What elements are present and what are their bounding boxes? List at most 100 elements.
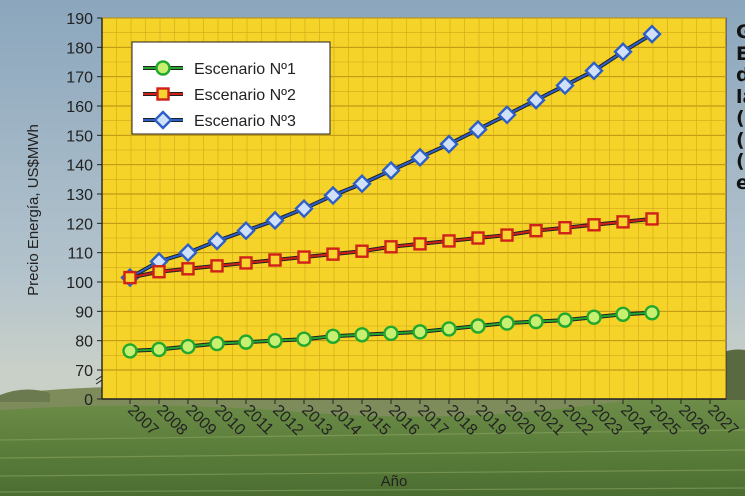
series-group	[120, 24, 662, 359]
side-caption-line: d	[736, 64, 745, 86]
data-point-circle	[267, 332, 283, 349]
side-caption: GEdla(1(2(3e	[736, 22, 745, 194]
data-point-diamond	[642, 24, 662, 44]
data-point-circle	[122, 343, 138, 359]
data-point-square	[500, 228, 514, 242]
data-point-square	[442, 234, 456, 248]
y-tick-label: 150	[66, 128, 93, 145]
x-tick-label: 2013	[298, 402, 335, 439]
data-point-diamond	[265, 210, 285, 231]
y-tick-label: 90	[75, 304, 93, 321]
x-axis-ticks: 2007200820092010201120122013201420152016…	[124, 399, 741, 439]
data-point-square	[355, 244, 369, 258]
y-tick-label: 130	[66, 187, 93, 204]
series-2	[123, 212, 659, 285]
data-point-square	[268, 253, 282, 267]
data-point-circle	[528, 313, 544, 330]
data-point-diamond	[584, 61, 604, 81]
data-point-diamond	[613, 42, 633, 62]
data-point-diamond	[207, 231, 227, 251]
data-point-circle	[180, 338, 196, 355]
data-point-square	[587, 218, 601, 232]
data-point-diamond	[410, 147, 430, 168]
x-tick-label: 2015	[356, 402, 393, 439]
data-point-circle	[412, 324, 428, 340]
data-point-square	[326, 247, 340, 261]
legend-label: Escenario Nº3	[194, 113, 296, 130]
data-point-diamond	[153, 110, 173, 130]
data-point-diamond	[526, 90, 546, 110]
data-point-square	[152, 265, 166, 279]
x-tick-label: 2017	[414, 402, 451, 439]
side-caption-line: (3	[736, 150, 745, 172]
x-tick-label: 2014	[327, 402, 364, 439]
data-point-circle	[586, 309, 602, 325]
data-point-circle	[499, 315, 515, 331]
legend-item: Escenario Nº1	[143, 60, 296, 78]
x-tick-label: 2024	[617, 402, 654, 439]
side-caption-line: G	[736, 22, 745, 43]
x-tick-label: 2011	[240, 402, 276, 438]
x-tick-label: 2008	[153, 402, 190, 439]
data-point-diamond	[294, 198, 314, 219]
data-point-circle	[354, 327, 370, 343]
y-axis-label: Precio Energía, US$MWh	[25, 124, 42, 296]
data-point-square	[210, 259, 224, 273]
data-point-square	[384, 240, 398, 254]
data-point-square	[413, 237, 427, 251]
data-point-circle	[470, 318, 486, 334]
series-3	[120, 24, 662, 288]
side-caption-line: la	[736, 85, 745, 108]
data-point-circle	[441, 321, 457, 337]
legend-item: Escenario Nº3	[143, 110, 296, 130]
data-point-diamond	[468, 119, 488, 140]
x-tick-label: 2027	[704, 402, 741, 439]
data-point-square	[645, 212, 659, 226]
x-axis-label: Año	[381, 473, 408, 490]
x-tick-label: 2007	[124, 402, 161, 439]
x-tick-label: 2018	[443, 402, 480, 439]
side-caption-line: (1	[736, 107, 745, 129]
data-point-square	[558, 221, 572, 235]
x-tick-label: 2019	[472, 402, 509, 439]
x-tick-label: 2023	[588, 402, 625, 439]
y-tick-label: 110	[67, 246, 93, 263]
y-tick-label: 170	[66, 70, 93, 87]
data-point-circle	[383, 325, 399, 342]
y-tick-label: 120	[66, 216, 93, 233]
data-point-circle	[644, 305, 660, 321]
data-point-square	[529, 223, 543, 238]
data-point-square	[156, 87, 170, 101]
legend: Escenario Nº1 Escenario Nº2 Escenario Nº3	[131, 41, 331, 135]
data-point-circle	[296, 331, 312, 347]
data-point-diamond	[555, 75, 575, 96]
y-tick-label: 180	[66, 40, 93, 57]
data-point-square	[181, 262, 195, 276]
x-tick-label: 2021	[530, 402, 567, 439]
y-tick-label: 70	[75, 363, 93, 380]
data-point-diamond	[352, 174, 372, 194]
data-point-circle	[155, 60, 171, 76]
x-tick-label: 2020	[501, 402, 538, 439]
y-tick-label: 140	[66, 158, 93, 175]
x-tick-label: 2009	[182, 402, 219, 439]
series-1	[122, 305, 660, 359]
data-point-diamond	[178, 242, 198, 263]
x-tick-label: 2022	[559, 402, 596, 439]
data-point-circle	[615, 306, 631, 322]
x-tick-label: 2016	[385, 402, 422, 439]
data-point-diamond	[497, 105, 517, 125]
y-tick-label: 160	[66, 99, 93, 116]
data-point-circle	[238, 334, 254, 350]
x-tick-label: 2010	[211, 402, 248, 439]
legend-label: Escenario Nº1	[194, 61, 296, 78]
y-tick-label: 190	[66, 11, 93, 28]
legend-item: Escenario Nº2	[143, 87, 296, 104]
y-tick-label: 80	[75, 334, 93, 351]
legend-label: Escenario Nº2	[194, 87, 296, 104]
data-point-square	[616, 215, 630, 229]
data-point-diamond	[323, 185, 343, 206]
data-point-diamond	[439, 134, 459, 154]
data-point-diamond	[236, 220, 256, 241]
